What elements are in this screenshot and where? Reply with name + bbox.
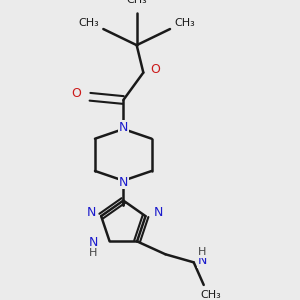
Text: N: N [118,176,128,189]
Text: N: N [118,121,128,134]
Text: CH₃: CH₃ [126,0,147,5]
Text: H: H [89,248,97,258]
Text: N: N [197,254,207,267]
Text: H: H [198,247,206,257]
Text: N: N [88,236,98,250]
Text: N: N [86,206,96,219]
Text: O: O [150,63,160,76]
Text: O: O [72,87,82,100]
Text: CH₃: CH₃ [78,18,99,28]
Text: CH₃: CH₃ [200,290,221,300]
Text: N: N [154,206,164,219]
Text: CH₃: CH₃ [175,18,195,28]
